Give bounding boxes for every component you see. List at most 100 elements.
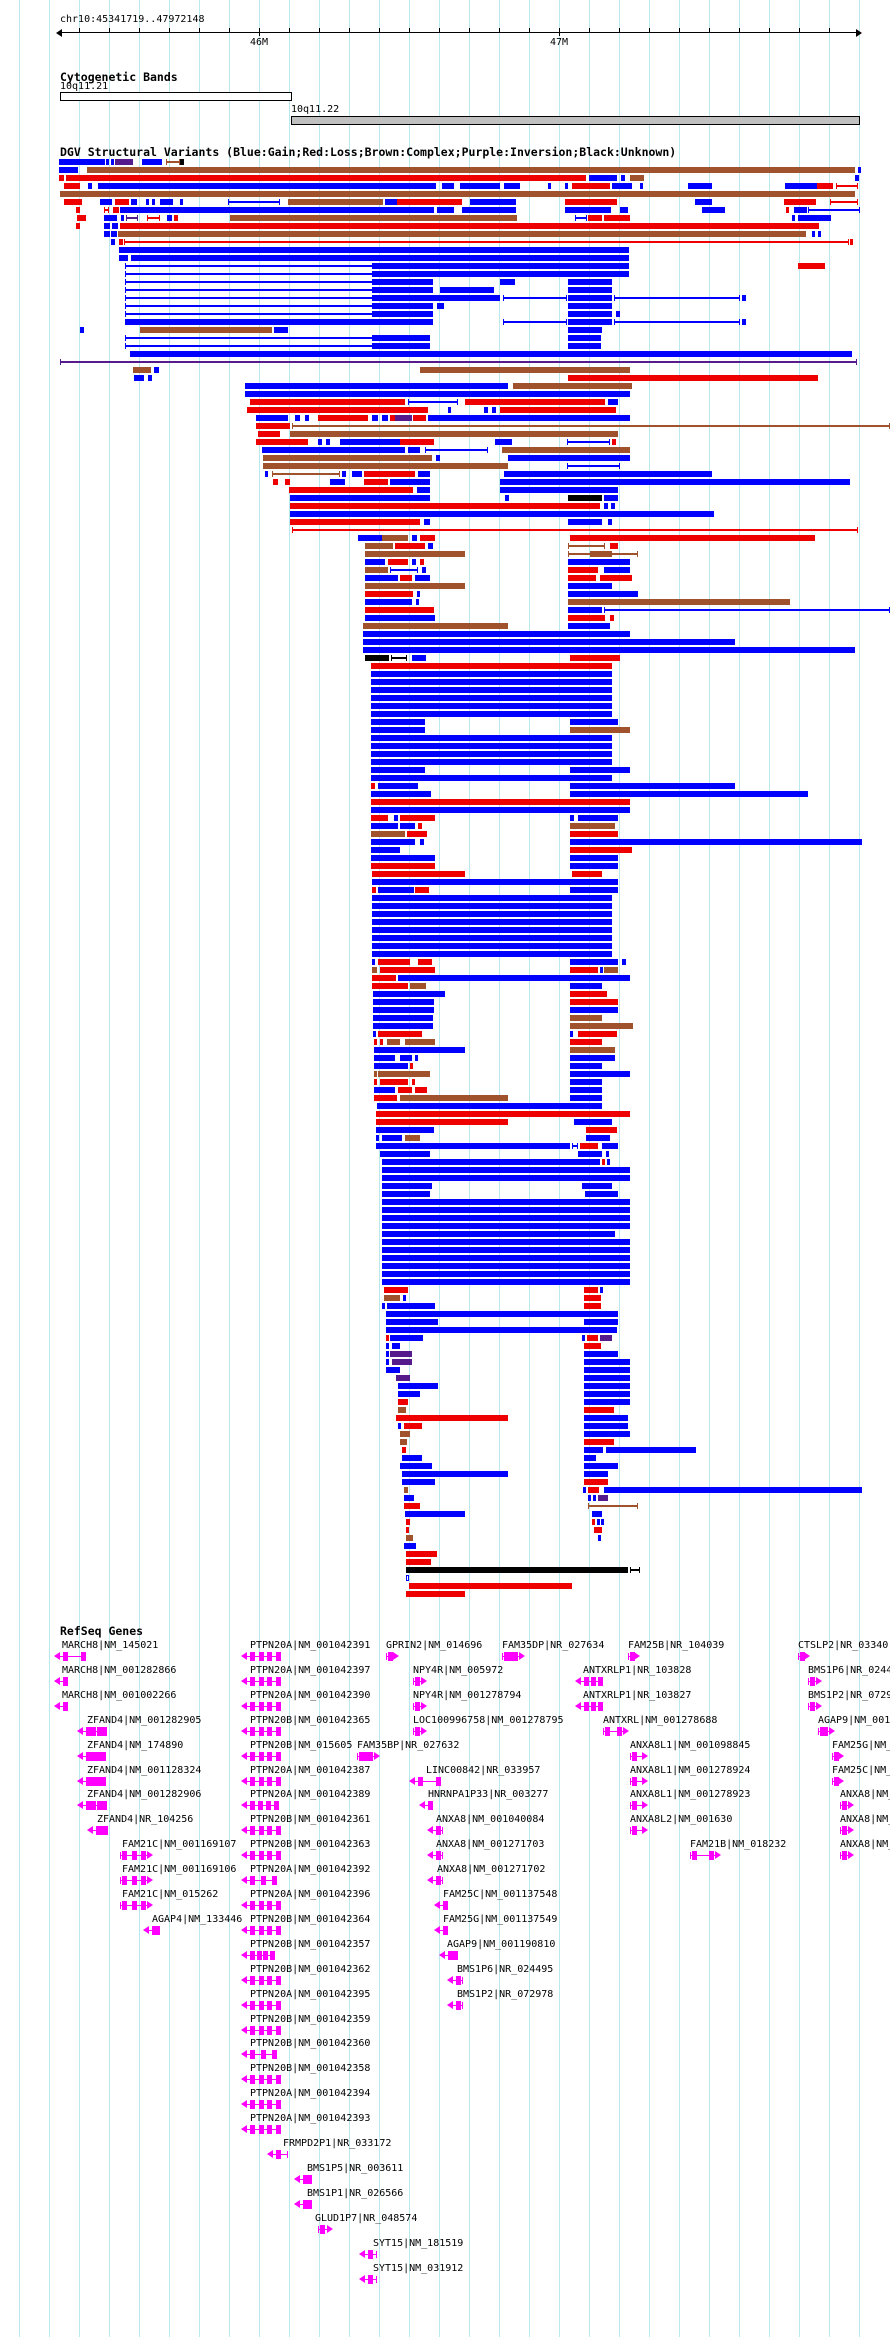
- variant-bar[interactable]: [568, 615, 605, 621]
- gene-label[interactable]: FAM25G|NM_: [832, 1739, 890, 1751]
- variant-bar[interactable]: [373, 1031, 376, 1037]
- variant-bar[interactable]: [256, 415, 288, 421]
- variant-bar[interactable]: [400, 439, 434, 445]
- variant-bar[interactable]: [382, 1255, 630, 1261]
- variant-bar[interactable]: [371, 775, 612, 781]
- variant-bar[interactable]: [405, 1039, 435, 1045]
- gene-label[interactable]: PTPN20A|NM_001042387: [250, 1764, 371, 1776]
- variant-bar[interactable]: [390, 1351, 412, 1357]
- variant-bar[interactable]: [378, 959, 410, 965]
- variant-span-line[interactable]: [588, 1505, 638, 1507]
- variant-bar[interactable]: [113, 207, 119, 213]
- variant-bar[interactable]: [371, 671, 612, 677]
- variant-bar[interactable]: [120, 223, 819, 229]
- variant-bar[interactable]: [382, 1167, 630, 1173]
- variant-bar[interactable]: [640, 183, 643, 189]
- variant-bar[interactable]: [373, 295, 500, 301]
- variant-bar[interactable]: [570, 959, 618, 965]
- variant-bar[interactable]: [76, 207, 80, 213]
- variant-bar[interactable]: [570, 727, 630, 733]
- variant-bar[interactable]: [131, 199, 137, 205]
- variant-bar[interactable]: [412, 1079, 415, 1085]
- variant-bar[interactable]: [386, 1351, 389, 1357]
- variant-bar[interactable]: [565, 183, 568, 189]
- gene-label[interactable]: PTPN20B|NM_001042363: [250, 1839, 371, 1851]
- variant-bar[interactable]: [616, 311, 620, 317]
- variant-bar[interactable]: [587, 1335, 598, 1341]
- variant-bar[interactable]: [274, 327, 288, 333]
- ruler-right-arrow-icon[interactable]: [856, 29, 862, 37]
- variant-bar[interactable]: [570, 783, 735, 789]
- variant-bar[interactable]: [377, 1103, 602, 1109]
- variant-bar[interactable]: [373, 287, 433, 293]
- variant-bar[interactable]: [855, 175, 859, 181]
- variant-bar[interactable]: [290, 431, 618, 437]
- variant-span-line[interactable]: [572, 1145, 578, 1147]
- gene-label[interactable]: PTPN20A|NM_001042393: [250, 2113, 371, 2125]
- variant-bar[interactable]: [376, 1135, 379, 1141]
- variant-bar[interactable]: [318, 415, 368, 421]
- variant-bar[interactable]: [340, 439, 400, 445]
- variant-bar[interactable]: [386, 1311, 618, 1317]
- variant-bar[interactable]: [378, 783, 418, 789]
- variant-bar[interactable]: [382, 1223, 630, 1229]
- variant-bar[interactable]: [412, 559, 416, 565]
- variant-bar[interactable]: [365, 567, 388, 573]
- variant-bar[interactable]: [371, 703, 612, 709]
- variant-bar[interactable]: [818, 231, 821, 237]
- variant-bar[interactable]: [87, 167, 855, 173]
- variant-span-line[interactable]: [125, 265, 373, 267]
- variant-bar[interactable]: [406, 1551, 437, 1557]
- gene-label[interactable]: ANXA8|NM_001271702: [437, 1864, 546, 1876]
- variant-bar[interactable]: [382, 1199, 630, 1205]
- variant-bar[interactable]: [584, 1447, 603, 1453]
- variant-bar[interactable]: [484, 407, 488, 413]
- gene-label[interactable]: PTPN20A|NM_001042389: [250, 1789, 371, 1801]
- variant-bar[interactable]: [119, 239, 123, 245]
- variant-bar[interactable]: [570, 1023, 633, 1029]
- ruler-left-arrow-icon[interactable]: [56, 29, 62, 37]
- variant-bar[interactable]: [386, 1327, 617, 1333]
- variant-bar[interactable]: [290, 503, 600, 509]
- variant-bar[interactable]: [622, 959, 626, 965]
- gene-label[interactable]: ZFAND4|NM_174890: [87, 1739, 184, 1751]
- variant-bar[interactable]: [568, 591, 638, 597]
- variant-bar[interactable]: [420, 839, 424, 845]
- variant-bar[interactable]: [390, 1335, 423, 1341]
- variant-span-line[interactable]: [60, 361, 857, 363]
- variant-bar[interactable]: [416, 599, 419, 605]
- variant-bar[interactable]: [584, 1399, 630, 1405]
- variant-bar[interactable]: [363, 639, 735, 645]
- variant-bar-dashed[interactable]: [406, 1575, 409, 1581]
- variant-bar[interactable]: [798, 263, 825, 269]
- variant-bar[interactable]: [374, 1079, 377, 1085]
- variant-span-line[interactable]: [104, 209, 109, 211]
- variant-bar[interactable]: [570, 831, 618, 837]
- variant-bar[interactable]: [604, 1487, 862, 1493]
- variant-bar[interactable]: [400, 1055, 412, 1061]
- variant-bar[interactable]: [372, 983, 408, 989]
- gene-label[interactable]: NPY4R|NM_005972: [413, 1664, 504, 1676]
- variant-bar[interactable]: [570, 767, 630, 773]
- gene-label[interactable]: AGAP4|NM_133446: [152, 1913, 243, 1925]
- variant-bar[interactable]: [578, 1151, 602, 1157]
- gene-label[interactable]: BMS1P6|NR_024495: [457, 1963, 554, 1975]
- variant-bar[interactable]: [568, 623, 610, 629]
- variant-span-line[interactable]: [830, 201, 858, 203]
- variant-bar[interactable]: [601, 1519, 604, 1525]
- variant-bar[interactable]: [263, 455, 432, 461]
- variant-bar[interactable]: [406, 1591, 465, 1597]
- variant-bar[interactable]: [371, 823, 398, 829]
- variant-bar[interactable]: [415, 575, 430, 581]
- variant-bar[interactable]: [502, 447, 630, 453]
- variant-bar[interactable]: [588, 1495, 591, 1501]
- variant-bar[interactable]: [365, 591, 413, 597]
- variant-bar[interactable]: [410, 983, 426, 989]
- variant-bar[interactable]: [428, 415, 630, 421]
- variant-bar[interactable]: [382, 1215, 630, 1221]
- variant-bar[interactable]: [437, 207, 454, 213]
- variant-bar[interactable]: [568, 327, 602, 333]
- variant-bar[interactable]: [146, 199, 149, 205]
- gene-label[interactable]: SYT15|NM_031912: [373, 2262, 464, 2274]
- variant-bar[interactable]: [572, 183, 610, 189]
